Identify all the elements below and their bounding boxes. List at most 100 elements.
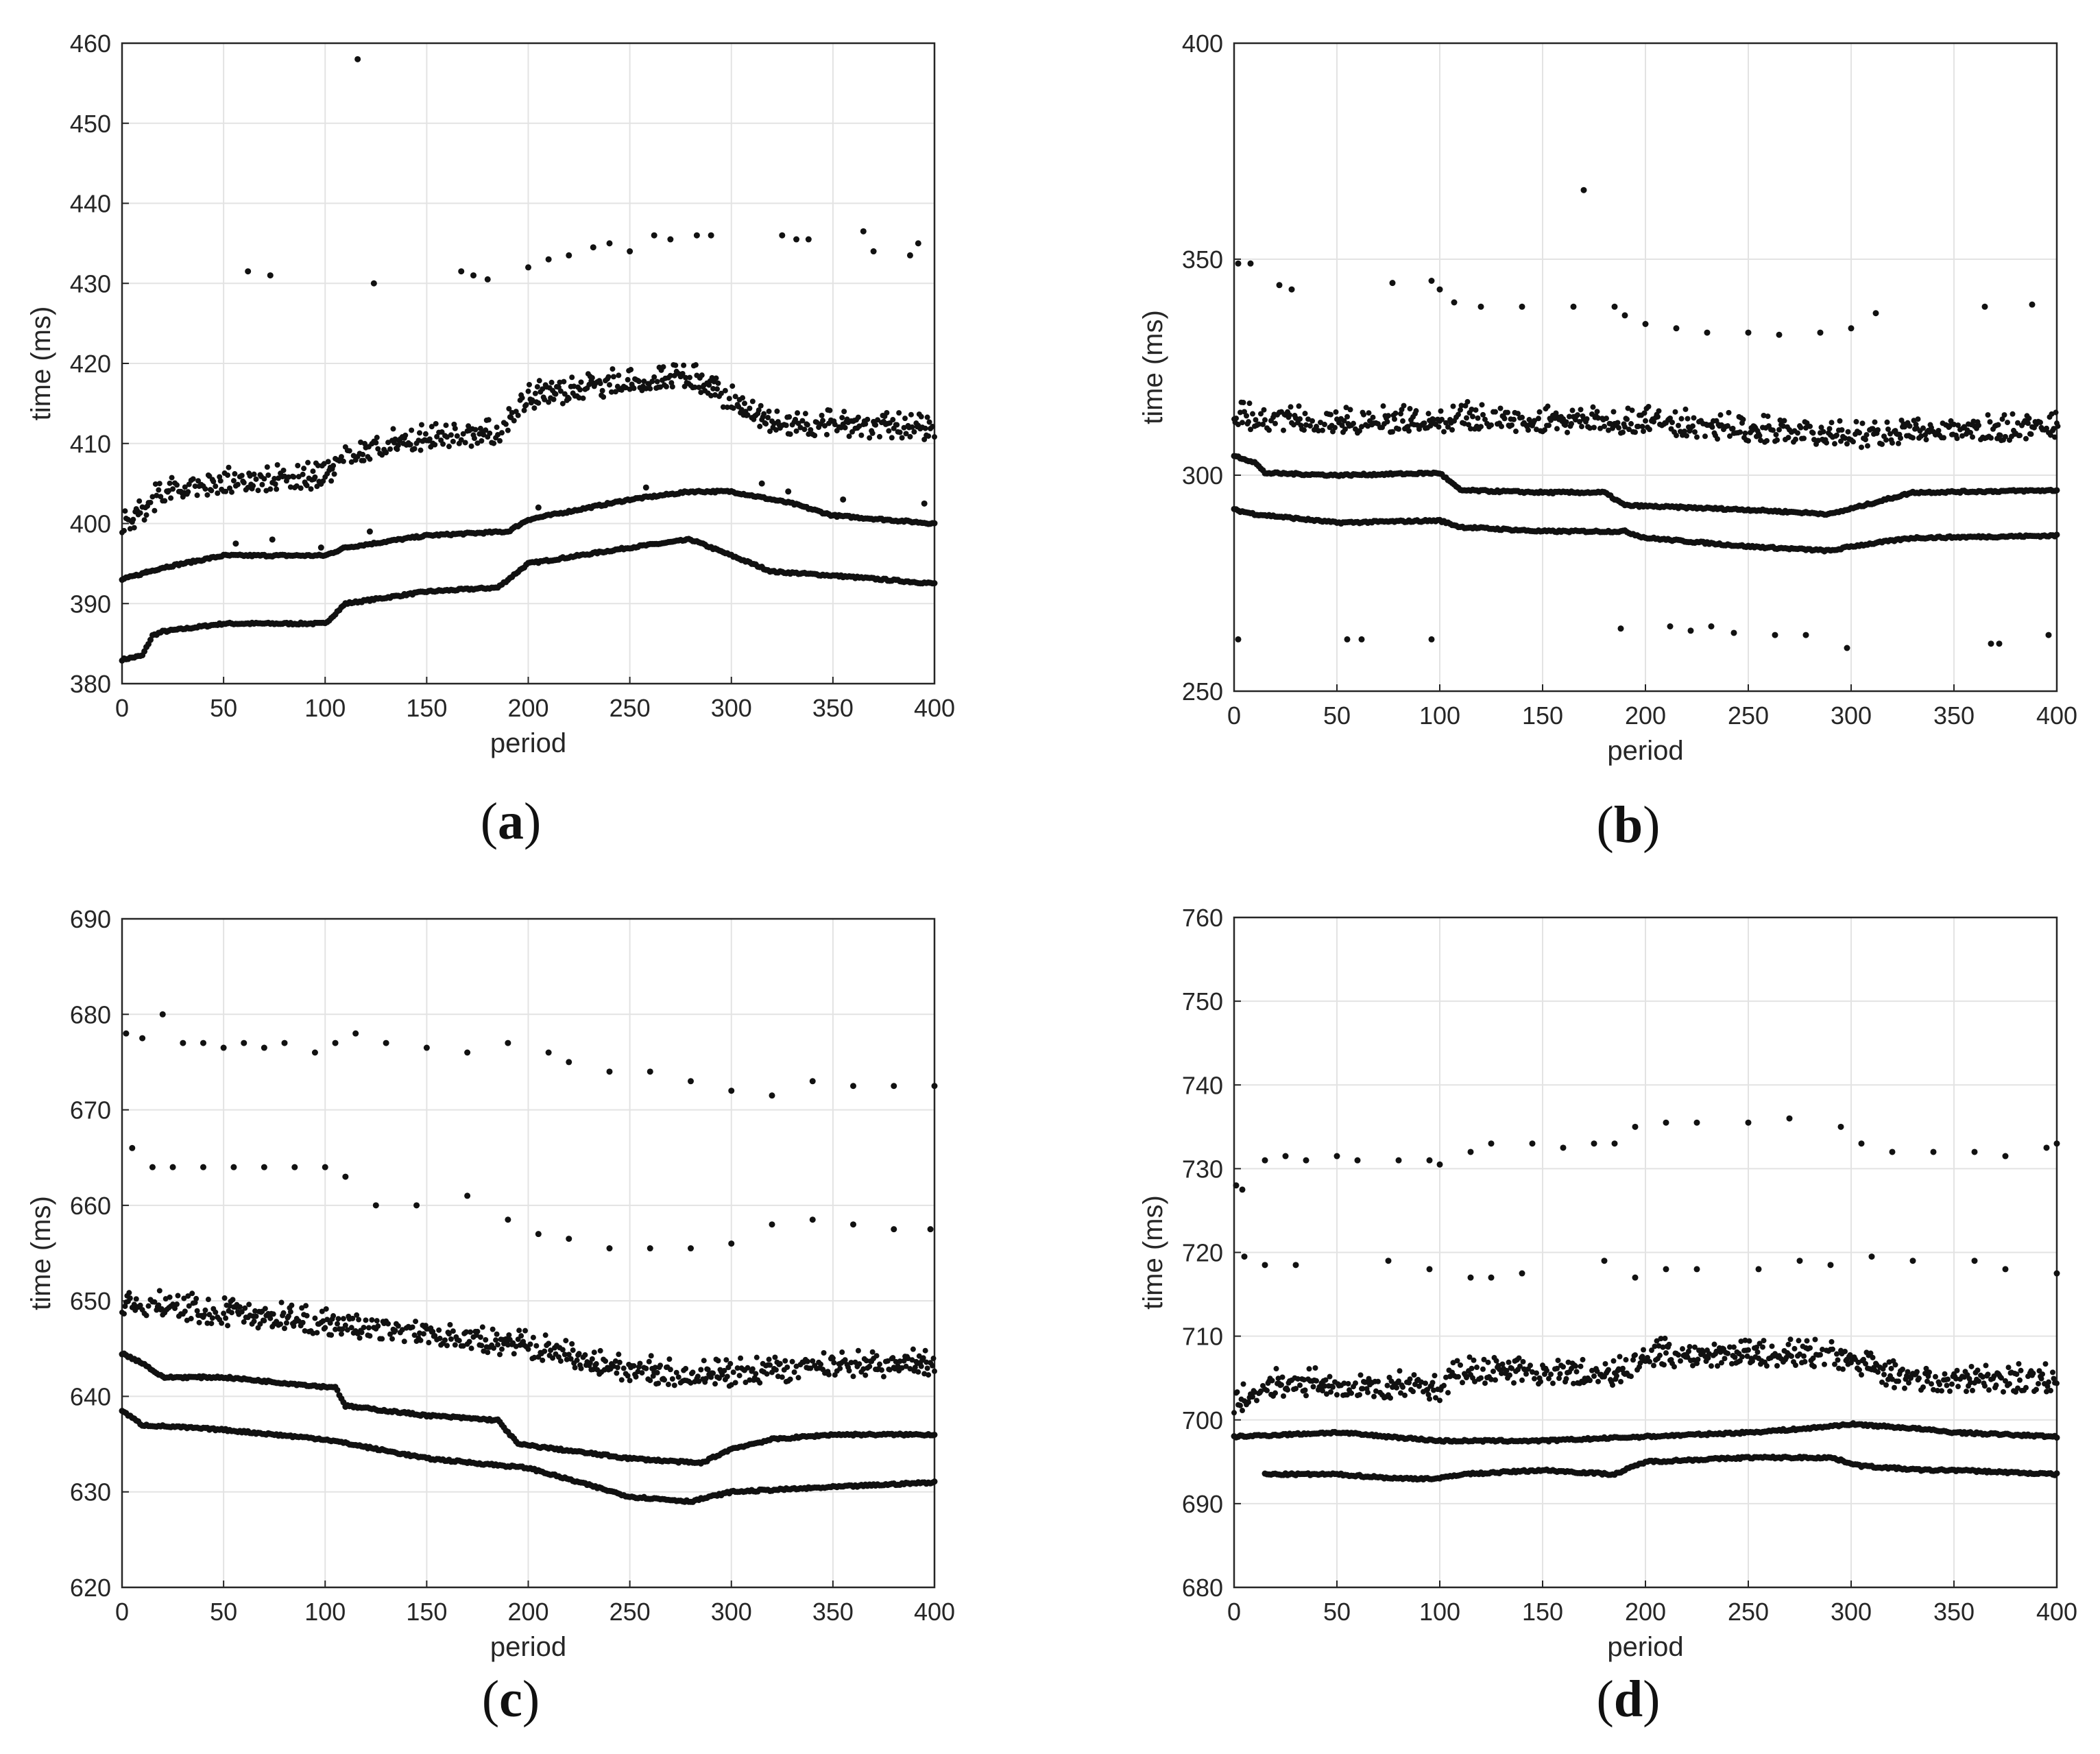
- data-point: [730, 1369, 736, 1375]
- data-point: [487, 430, 493, 436]
- data-point: [832, 422, 838, 428]
- data-point: [599, 387, 605, 394]
- data-point: [572, 1365, 578, 1371]
- data-point: [908, 411, 914, 418]
- data-point: [808, 427, 814, 433]
- data-point: [1865, 443, 1870, 449]
- data-point: [779, 1374, 785, 1380]
- data-point: [673, 362, 679, 368]
- data-point: [1246, 400, 1253, 407]
- data-point: [301, 466, 307, 472]
- data-point: [361, 1324, 367, 1330]
- data-point: [2025, 420, 2031, 427]
- data-point: [209, 1315, 215, 1321]
- y-tick-label: 620: [70, 1574, 111, 1602]
- outlier-point: [200, 1040, 206, 1046]
- y-tick-label: 760: [1182, 904, 1223, 932]
- outlier-point: [423, 1044, 430, 1051]
- x-tick-label: 0: [115, 694, 129, 722]
- data-point: [308, 486, 314, 492]
- data-point: [1709, 424, 1715, 430]
- x-axis-label: period: [1607, 736, 1683, 766]
- x-tick-label: 0: [1227, 1598, 1241, 1626]
- data-point: [523, 402, 529, 408]
- data-point: [896, 410, 902, 416]
- data-point: [911, 429, 917, 435]
- data-point: [519, 395, 525, 401]
- data-point: [521, 407, 527, 413]
- data-point: [1850, 439, 1856, 445]
- outlier-point: [906, 252, 913, 259]
- outlier-point: [793, 236, 800, 243]
- data-point: [1386, 413, 1391, 419]
- data-point: [1509, 422, 1514, 428]
- data-point: [328, 478, 335, 484]
- y-axis-label: time (ms): [26, 1196, 56, 1310]
- data-point: [338, 454, 344, 460]
- data-point: [497, 437, 503, 444]
- outlier-point: [464, 1192, 471, 1199]
- y-tick-label: 410: [70, 430, 111, 458]
- data-point: [616, 372, 622, 379]
- data-point: [901, 424, 907, 431]
- data-point: [724, 404, 730, 410]
- data-point: [1441, 429, 1447, 435]
- data-point: [136, 498, 143, 504]
- data-point: [375, 1323, 381, 1329]
- y-tick-label: 660: [70, 1192, 111, 1220]
- data-point: [546, 1341, 552, 1347]
- data-point: [338, 1331, 344, 1337]
- data-point: [298, 485, 304, 491]
- data-point: [724, 1373, 730, 1380]
- data-point: [1499, 423, 1504, 429]
- data-point: [411, 446, 418, 452]
- data-point: [173, 482, 180, 488]
- data-point: [1525, 427, 1531, 433]
- data-point: [756, 407, 762, 413]
- data-point: [471, 435, 477, 442]
- data-point: [1970, 434, 1975, 440]
- data-point: [1610, 409, 1617, 415]
- data-point: [557, 388, 564, 394]
- data-point: [365, 1325, 372, 1331]
- data-point: [729, 383, 736, 389]
- data-point: [1985, 412, 1991, 418]
- data-point: [2053, 487, 2060, 494]
- data-point: [576, 395, 582, 401]
- data-point: [1401, 403, 1407, 409]
- data-point: [145, 1303, 152, 1309]
- data-point: [542, 396, 548, 403]
- data-point: [225, 472, 231, 478]
- data-point: [1380, 403, 1386, 409]
- data-point: [253, 1313, 259, 1319]
- data-point: [1575, 412, 1580, 418]
- outlier-point: [805, 236, 812, 243]
- data-point: [511, 1351, 517, 1357]
- data-point: [1676, 422, 1681, 429]
- data-point: [359, 1330, 365, 1336]
- data-point: [651, 374, 657, 380]
- x-tick-label: 250: [610, 1598, 651, 1626]
- data-point: [143, 512, 149, 518]
- data-point: [418, 447, 424, 453]
- data-point: [723, 1357, 729, 1363]
- data-point: [446, 444, 452, 450]
- data-point: [221, 1295, 228, 1301]
- outlier-point: [1428, 278, 1435, 284]
- data-point: [1643, 418, 1648, 424]
- outlier-point: [370, 280, 377, 287]
- outlier-point: [1642, 321, 1649, 327]
- data-point: [772, 1354, 778, 1360]
- data-point: [2053, 409, 2059, 416]
- y-tick-label: 670: [70, 1096, 111, 1125]
- data-point: [827, 407, 833, 413]
- data-point: [1615, 420, 1621, 426]
- outlier-point: [200, 1164, 206, 1170]
- y-axis-label: time (ms): [1138, 310, 1168, 424]
- data-point: [865, 416, 871, 422]
- data-point: [1988, 435, 1994, 441]
- outlier-point: [891, 1083, 897, 1090]
- outlier-point: [1621, 312, 1628, 319]
- x-tick-label: 300: [1831, 1598, 1872, 1626]
- outlier-point: [1477, 303, 1484, 310]
